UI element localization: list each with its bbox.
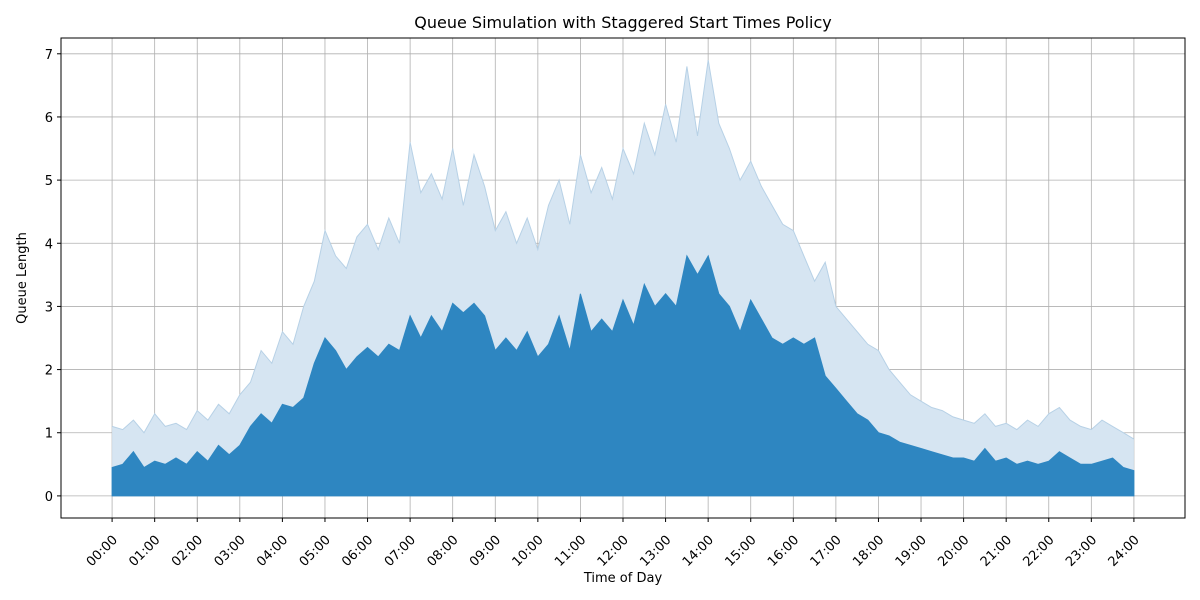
- y-tick-label: 6: [45, 111, 53, 126]
- y-tick-label: 0: [45, 490, 53, 505]
- y-tick-label: 7: [45, 48, 53, 63]
- y-tick-label: 5: [45, 174, 53, 189]
- y-tick-label: 4: [45, 237, 53, 252]
- y-tick-label: 1: [45, 427, 53, 442]
- mean-queue-area: [111, 254, 1135, 497]
- chart-title: Queue Simulation with Staggered Start Ti…: [414, 13, 831, 32]
- plot-data: [111, 60, 1135, 497]
- y-axis-title: Queue Length: [15, 232, 30, 324]
- y-tick-label: 2: [45, 364, 53, 379]
- y-tick-label: 3: [45, 300, 53, 315]
- upper-band-line: [111, 60, 1135, 440]
- x-axis-title: Time of Day: [583, 571, 663, 586]
